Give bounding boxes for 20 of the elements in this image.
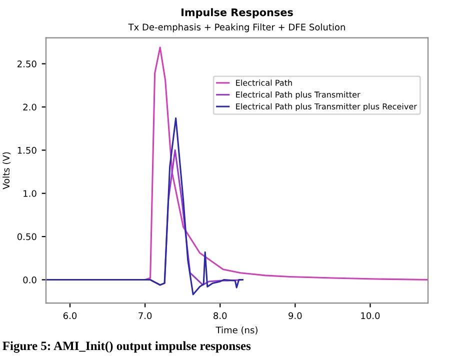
y-tick-label: 1.50 (18, 146, 36, 154)
x-tick-label: 6.0 (63, 312, 77, 320)
y-tick-label: 0.50 (17, 233, 36, 240)
y-tick-label: 2.50 (18, 60, 36, 68)
y-axis-title: Volts (V) (2, 152, 11, 190)
y-tick-label: 1.0 (24, 190, 36, 197)
x-tick-label: 10.0 (361, 312, 380, 320)
caption: Figure 5: AMI_Init() output impulse responses (2, 341, 251, 353)
legend-label: Electrical Path plus Transmitter plus Receiver (236, 103, 417, 112)
x-tick-label: 7.0 (138, 312, 152, 320)
line-series (46, 117, 244, 296)
y-tick-label: 2.0 (23, 104, 36, 111)
x-axis-title: Time (ns) (216, 326, 258, 334)
legend-label: Electrical Path (236, 80, 292, 86)
x-tick-label: 8.0 (214, 312, 227, 320)
chart-subtitle: Tx De-emphasis + Peaking Filter + DFE Solution (128, 23, 345, 32)
x-tick-label: 9.0 (288, 312, 302, 320)
legend-label: Electrical Path plus Transmitter (236, 91, 360, 100)
chart-title: Impulse Responses (182, 8, 293, 18)
y-tick-label: 0.0 (23, 276, 36, 284)
